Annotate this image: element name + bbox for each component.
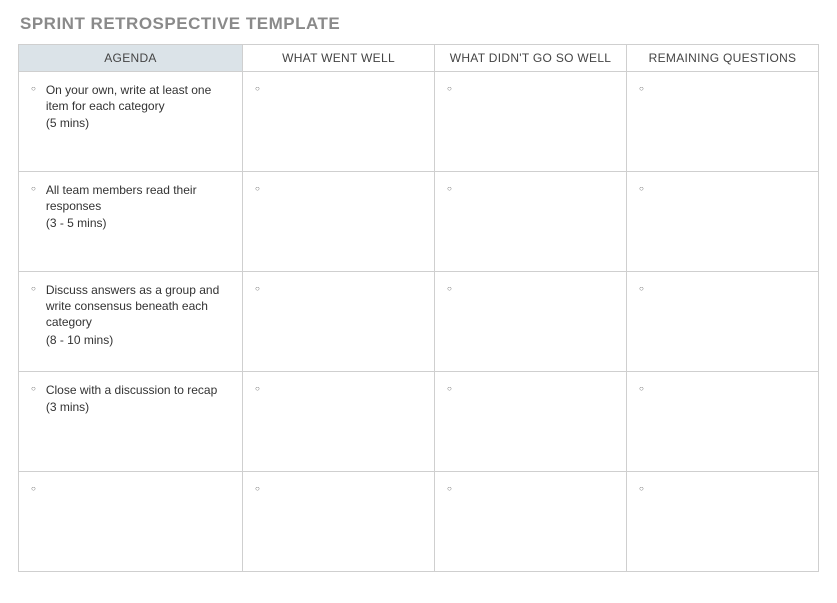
cell-questions: ○	[627, 72, 819, 172]
table-row: ○ Close with a discussion to recap (3 mi…	[19, 372, 819, 472]
table-body: ○ On your own, write at least one item f…	[19, 72, 819, 572]
bullet-icon: ○	[253, 82, 260, 96]
cell-questions: ○	[627, 372, 819, 472]
col-header-notwell: WHAT DIDN'T GO SO WELL	[435, 45, 627, 72]
bullet-icon: ○	[29, 182, 36, 196]
table-row: ○ All team members read their responses …	[19, 172, 819, 272]
agenda-item: Discuss answers as a group and write con…	[46, 282, 232, 348]
page-title: SPRINT RETROSPECTIVE TEMPLATE	[20, 14, 819, 34]
bullet-icon: ○	[445, 282, 452, 296]
table-row: ○ ○ ○	[19, 472, 819, 572]
agenda-text: Close with a discussion to recap	[46, 382, 217, 398]
cell-agenda: ○ Discuss answers as a group and write c…	[19, 272, 243, 372]
bullet-icon: ○	[253, 382, 260, 396]
agenda-text: On your own, write at least one item for…	[46, 82, 232, 114]
bullet-icon: ○	[637, 382, 644, 396]
bullet-icon: ○	[29, 382, 36, 396]
bullet-icon: ○	[29, 482, 36, 496]
cell-questions: ○	[627, 272, 819, 372]
agenda-text: Discuss answers as a group and write con…	[46, 282, 232, 331]
cell-notwell: ○	[435, 272, 627, 372]
agenda-duration: (5 mins)	[46, 115, 232, 131]
bullet-icon: ○	[445, 382, 452, 396]
cell-well: ○	[243, 272, 435, 372]
agenda-duration: (8 - 10 mins)	[46, 332, 232, 348]
table-row: ○ On your own, write at least one item f…	[19, 72, 819, 172]
table-row: ○ Discuss answers as a group and write c…	[19, 272, 819, 372]
cell-agenda: ○ Close with a discussion to recap (3 mi…	[19, 372, 243, 472]
cell-well: ○	[243, 72, 435, 172]
bullet-icon: ○	[253, 482, 260, 496]
cell-questions: ○	[627, 472, 819, 572]
col-header-agenda: AGENDA	[19, 45, 243, 72]
cell-notwell: ○	[435, 72, 627, 172]
bullet-icon: ○	[637, 482, 644, 496]
retro-table: AGENDA WHAT WENT WELL WHAT DIDN'T GO SO …	[18, 44, 819, 572]
page-container: SPRINT RETROSPECTIVE TEMPLATE AGENDA WHA…	[0, 0, 837, 590]
bullet-icon: ○	[253, 282, 260, 296]
bullet-icon: ○	[29, 82, 36, 96]
agenda-duration: (3 mins)	[46, 399, 217, 415]
cell-well: ○	[243, 472, 435, 572]
cell-well: ○	[243, 172, 435, 272]
col-header-well: WHAT WENT WELL	[243, 45, 435, 72]
bullet-icon: ○	[637, 282, 644, 296]
cell-well: ○	[243, 372, 435, 472]
bullet-icon: ○	[445, 82, 452, 96]
agenda-duration: (3 - 5 mins)	[46, 215, 232, 231]
bullet-icon: ○	[29, 282, 36, 296]
bullet-icon: ○	[637, 182, 644, 196]
col-header-questions: REMAINING QUESTIONS	[627, 45, 819, 72]
bullet-icon: ○	[253, 182, 260, 196]
bullet-icon: ○	[445, 182, 452, 196]
cell-agenda: ○ On your own, write at least one item f…	[19, 72, 243, 172]
cell-agenda: ○ All team members read their responses …	[19, 172, 243, 272]
cell-notwell: ○	[435, 472, 627, 572]
agenda-text: All team members read their responses	[46, 182, 232, 214]
cell-notwell: ○	[435, 172, 627, 272]
cell-agenda: ○	[19, 472, 243, 572]
agenda-item: All team members read their responses (3…	[46, 182, 232, 232]
cell-notwell: ○	[435, 372, 627, 472]
bullet-icon: ○	[637, 82, 644, 96]
agenda-item: Close with a discussion to recap (3 mins…	[46, 382, 217, 415]
agenda-item: On your own, write at least one item for…	[46, 82, 232, 132]
cell-questions: ○	[627, 172, 819, 272]
bullet-icon: ○	[445, 482, 452, 496]
table-header-row: AGENDA WHAT WENT WELL WHAT DIDN'T GO SO …	[19, 45, 819, 72]
